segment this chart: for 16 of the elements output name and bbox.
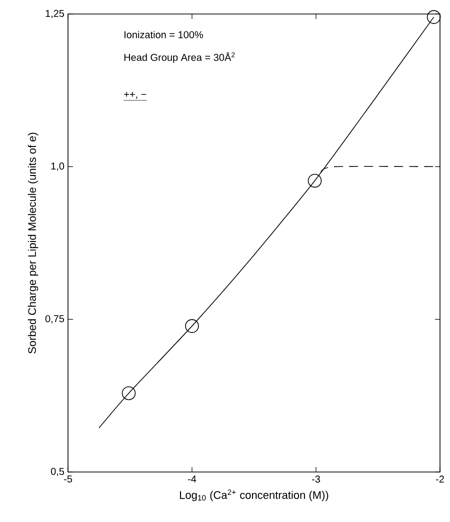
y-tick-label: 1,0 [51, 162, 64, 171]
annotation: Head Group Area = 30Å$^{2}$ [124, 52, 235, 63]
annotation: Ionization = 100% [124, 30, 204, 38]
annotation: ++, − [124, 92, 146, 99]
point [308, 174, 322, 188]
point [185, 319, 199, 333]
x-tick-label: -4 [188, 476, 196, 482]
y-tick-label: 0,5 [50, 468, 64, 476]
point [122, 386, 136, 400]
x-tick-label: -5 [64, 476, 72, 483]
x-axis-title: Log$_{10}$ (Ca$^{2+}$ concentration (M)) [180, 489, 328, 502]
x-tick-label: -2 [436, 476, 444, 483]
y-tick-label: 0,75 [45, 315, 64, 324]
y-tick-label: 1,25 [46, 10, 64, 18]
x-tick-label: -3 [312, 476, 320, 483]
y-axis-title: Sorbed Charge per Lipid Molecule (units of e) [28, 132, 38, 354]
